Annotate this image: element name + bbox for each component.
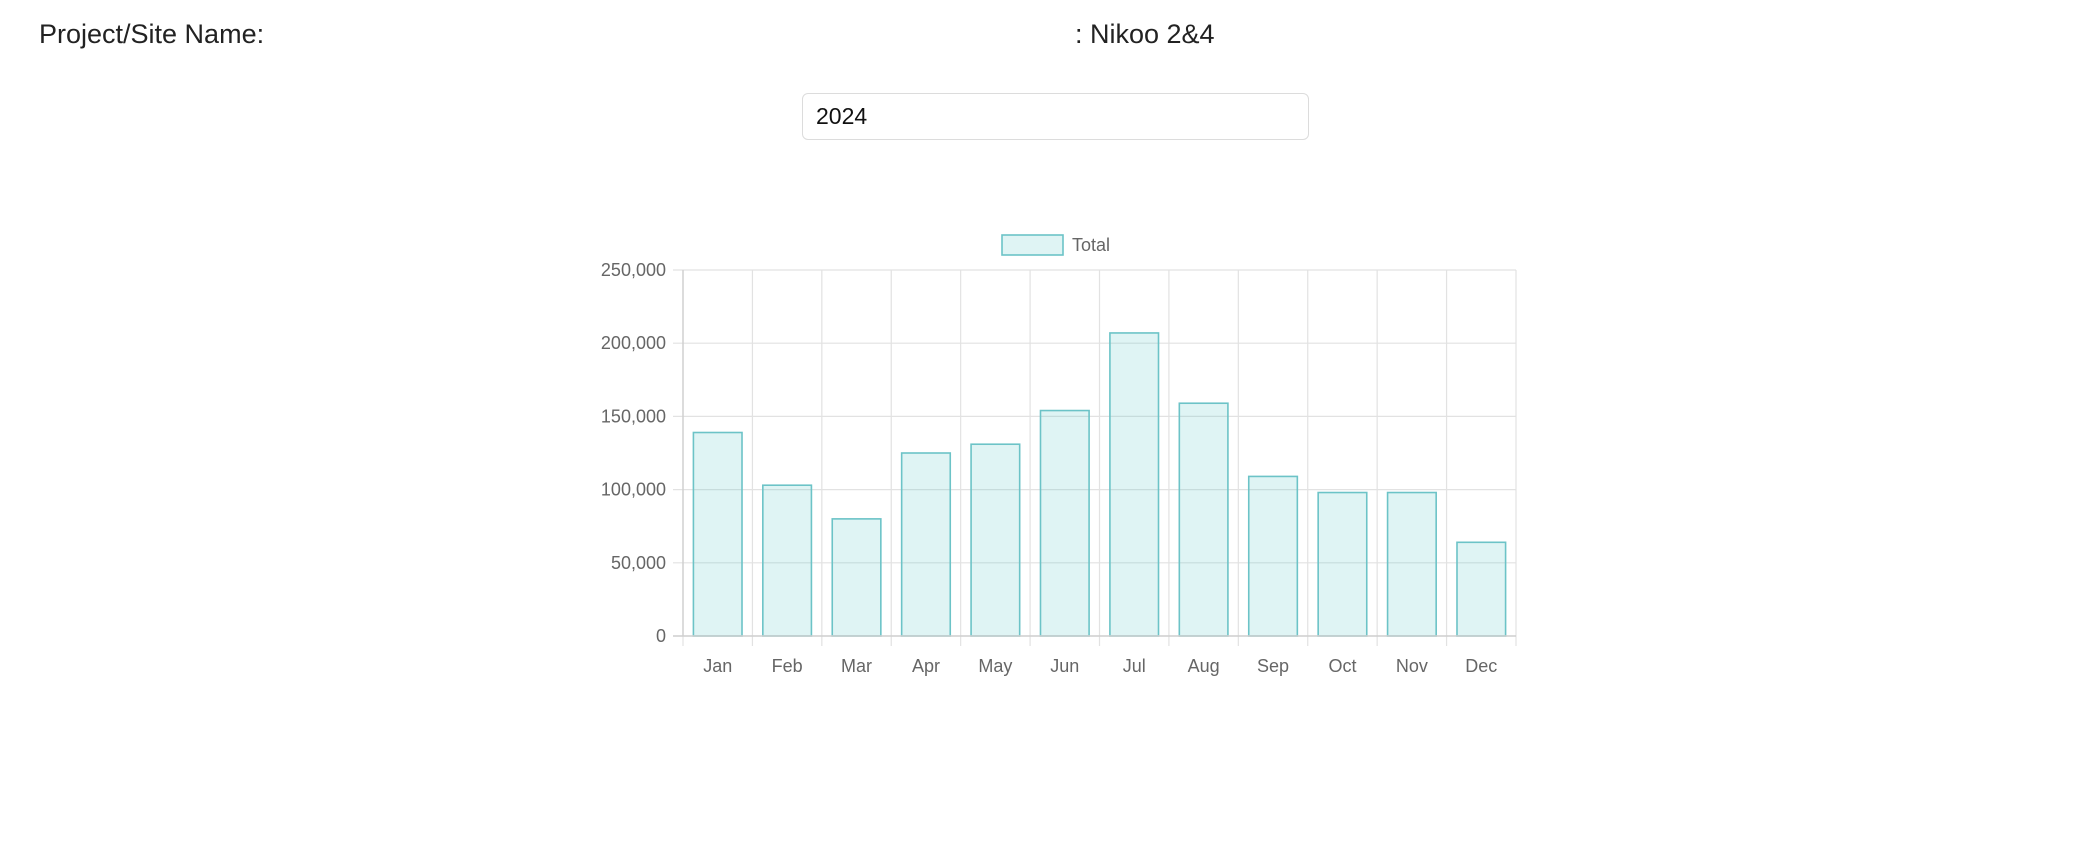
bar-jul[interactable] — [1109, 332, 1160, 637]
x-tick-label: Mar — [841, 656, 872, 676]
year-input[interactable] — [802, 93, 1309, 140]
bar-jun[interactable] — [1039, 409, 1090, 637]
bar-sep[interactable] — [1247, 475, 1299, 637]
bar-jan[interactable] — [692, 431, 743, 637]
bar-nov[interactable] — [1386, 491, 1437, 637]
x-tick-label: Sep — [1257, 656, 1289, 676]
x-tick-label: Feb — [772, 656, 803, 676]
x-tick-label: Oct — [1328, 656, 1356, 676]
bar-aug[interactable] — [1178, 402, 1229, 637]
project-site-value: : Nikoo 2&4 — [1075, 19, 1215, 49]
x-tick-label: Jan — [703, 656, 732, 676]
x-tick-label: Aug — [1188, 656, 1220, 676]
x-tick-label: Dec — [1465, 656, 1497, 676]
y-tick-label: 150,000 — [601, 406, 666, 426]
y-tick-label: 0 — [656, 626, 666, 646]
chart-axes: 0 50,000 100,000 150,000 200,000 250,000 Jan Fe… — [601, 260, 1516, 676]
chart-bars — [692, 332, 1507, 637]
y-tick-label: 50,000 — [611, 553, 666, 573]
legend-swatch[interactable] — [1001, 234, 1064, 256]
x-tick-label: Jul — [1123, 656, 1146, 676]
chart-legend[interactable]: Total — [1001, 234, 1110, 256]
bar-apr[interactable] — [900, 452, 952, 637]
x-tick-label: Apr — [912, 656, 940, 676]
y-tick-label: 200,000 — [601, 333, 666, 353]
x-tick-label: Nov — [1396, 656, 1428, 676]
bar-feb[interactable] — [762, 484, 813, 637]
bar-may[interactable] — [970, 443, 1021, 637]
bar-dec[interactable] — [1456, 541, 1507, 637]
bar-mar[interactable] — [831, 518, 882, 637]
bar-oct[interactable] — [1317, 491, 1368, 637]
x-tick-label: Jun — [1050, 656, 1079, 676]
y-tick-label: 250,000 — [601, 260, 666, 280]
legend-label[interactable]: Total — [1072, 235, 1110, 255]
y-tick-label: 100,000 — [601, 480, 666, 500]
project-site-label: Project/Site Name: — [39, 19, 265, 49]
x-tick-label: May — [978, 656, 1012, 676]
